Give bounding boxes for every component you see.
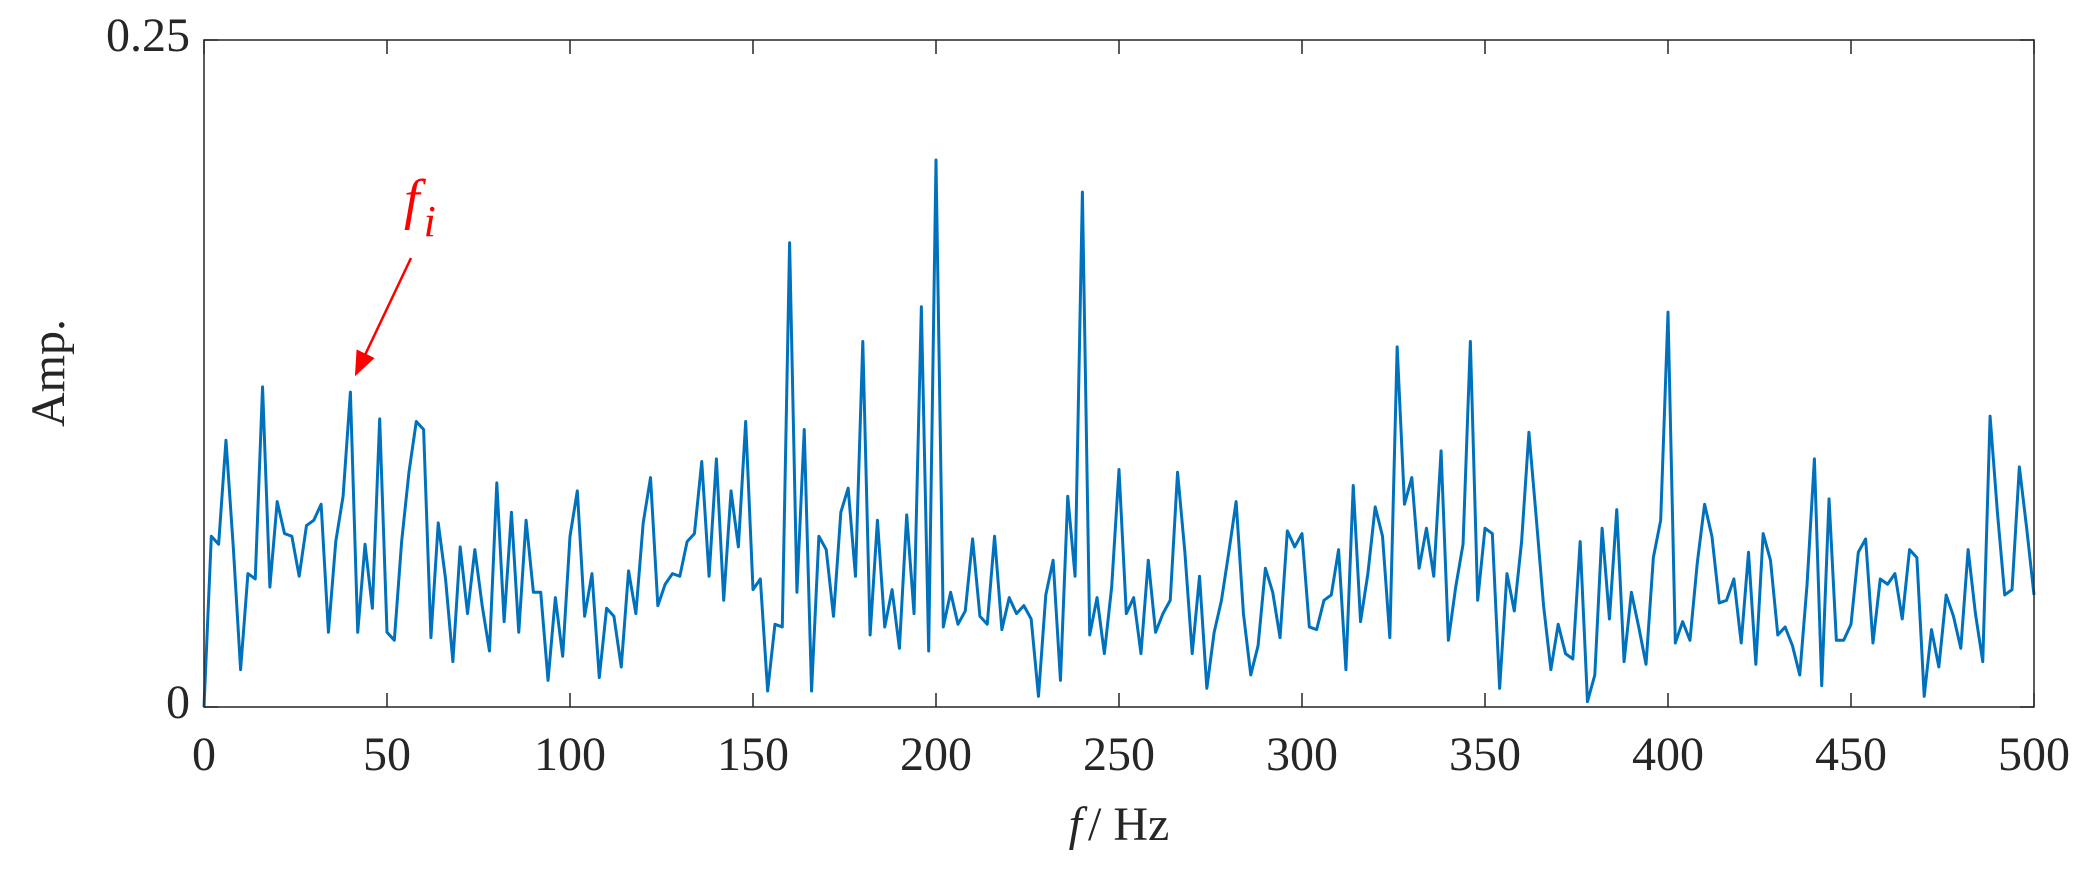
x-tick-label: 100 xyxy=(534,728,606,781)
x-tick-label: 500 xyxy=(1998,728,2070,781)
x-tick-label: 350 xyxy=(1449,728,1521,781)
annotation-arrow xyxy=(354,257,413,377)
annotation: fi xyxy=(404,169,436,246)
x-tick-label: 200 xyxy=(900,728,972,781)
y-axis-label: Amp. xyxy=(22,319,75,427)
x-axis-unit: / Hz xyxy=(1088,798,1169,851)
x-tick-label: 300 xyxy=(1266,728,1338,781)
y-tick-label: 0 xyxy=(166,676,190,729)
line-series xyxy=(202,158,2036,708)
x-tick-label: 400 xyxy=(1632,728,1704,781)
x-axis-symbol: f xyxy=(1069,798,1088,851)
x-tick-label: 450 xyxy=(1815,728,1887,781)
x-tick-label: 150 xyxy=(717,728,789,781)
y-tick-label: 0.25 xyxy=(106,9,190,62)
annotation-subscript: i xyxy=(424,197,436,246)
axes-box xyxy=(203,39,2035,708)
x-tick-label: 0 xyxy=(192,728,216,781)
x-axis-label: f / Hz xyxy=(1069,798,1170,851)
x-tick-label: 50 xyxy=(363,728,411,781)
x-tick-label: 250 xyxy=(1083,728,1155,781)
